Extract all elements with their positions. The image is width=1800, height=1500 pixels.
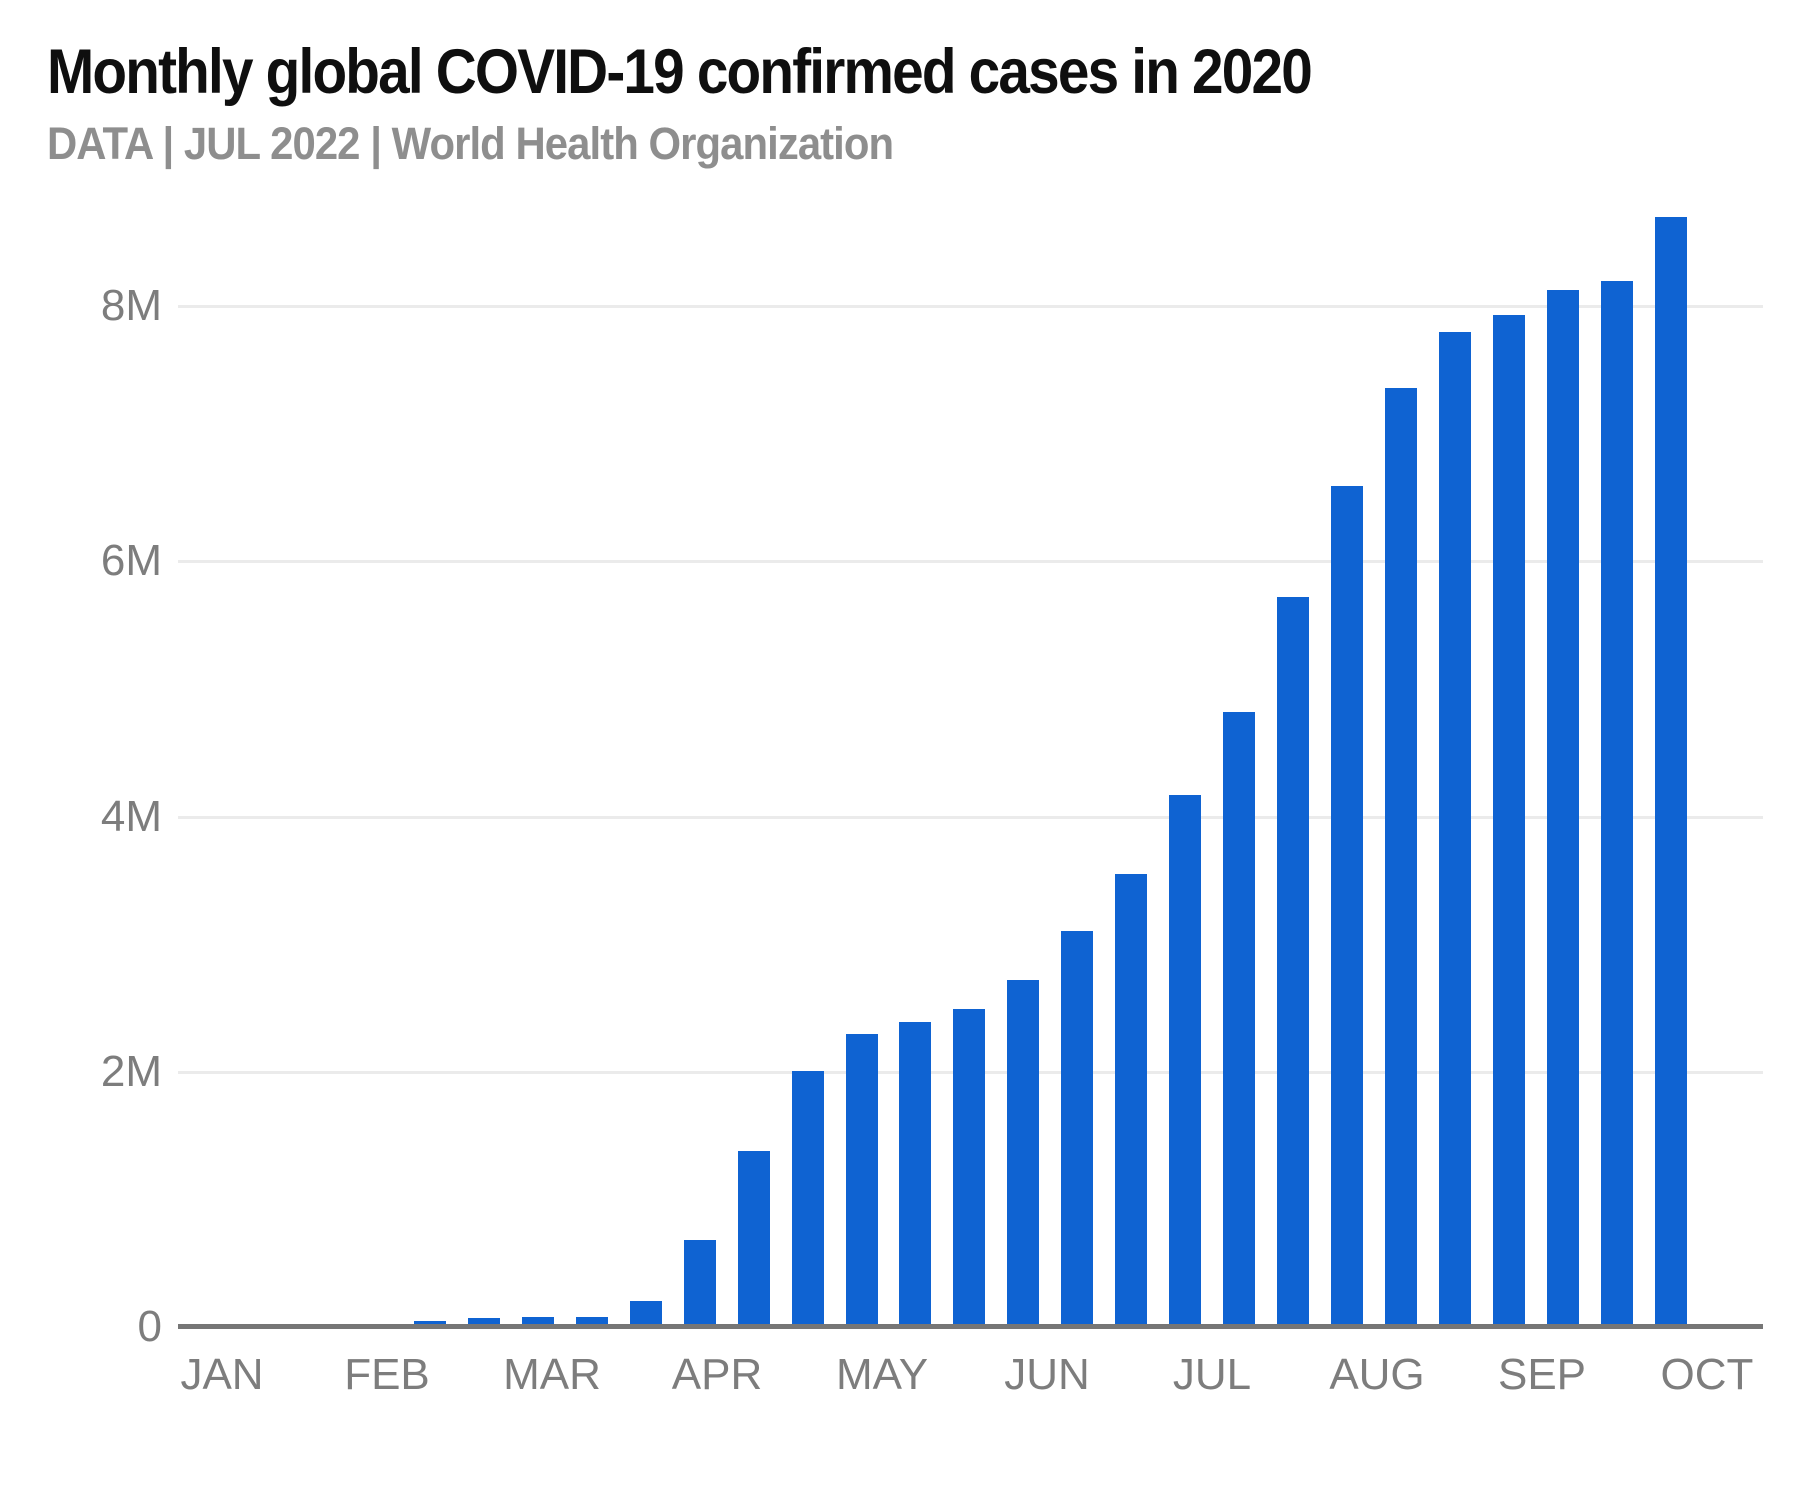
bar-21 (1493, 315, 1525, 1327)
bar-20 (1439, 332, 1471, 1327)
x-tick-label-apr: APR (671, 1350, 763, 1399)
bar-10 (899, 1022, 931, 1327)
x-tick-label-mar: MAR (503, 1350, 601, 1399)
x-tick-label-may: MAY (835, 1350, 929, 1399)
y-tick-label: 0 (137, 1302, 162, 1351)
bar-19 (1385, 388, 1417, 1327)
x-tick-label-oct: OCT (1660, 1350, 1754, 1399)
bar-5 (630, 1301, 662, 1327)
chart-subtitle: DATA | JUL 2022 | World Health Organizat… (47, 118, 894, 169)
bar-3 (522, 1317, 554, 1327)
bar-22 (1547, 290, 1579, 1327)
bar-6 (684, 1240, 716, 1327)
bar-8 (792, 1071, 824, 1327)
x-axis-baseline (178, 1324, 1763, 1329)
bar-17 (1277, 597, 1309, 1327)
bar-13 (1061, 931, 1093, 1327)
x-tick-label-sep: SEP (1497, 1350, 1587, 1399)
bar-4 (576, 1317, 608, 1327)
gridline-6m (178, 560, 1763, 564)
bar-7 (738, 1151, 770, 1327)
chart-title: Monthly global COVID-19 confirmed cases … (47, 37, 1313, 107)
y-tick-label: 6M (100, 536, 162, 586)
bar-16 (1223, 712, 1255, 1327)
bar-14 (1115, 874, 1147, 1327)
y-tick-label: 8M (100, 281, 162, 331)
bar-24 (1655, 217, 1687, 1327)
y-tick-label: 2M (100, 1046, 162, 1096)
bar-9 (846, 1034, 878, 1327)
gridline-4m (178, 815, 1763, 819)
gridline-8m (178, 305, 1763, 309)
x-tick-label-jan: JAN (180, 1350, 264, 1399)
x-tick-label-aug: AUG (1329, 1350, 1425, 1399)
bar-23 (1601, 281, 1633, 1327)
x-tick-label-feb: FEB (344, 1350, 430, 1399)
bar-12 (1007, 980, 1039, 1327)
bar-18 (1331, 486, 1363, 1327)
bar-15 (1169, 795, 1201, 1327)
bar-11 (953, 1009, 985, 1327)
bar-2 (468, 1318, 500, 1327)
x-tick-label-jun: JUN (1004, 1350, 1090, 1399)
y-tick-label: 4M (100, 791, 162, 841)
x-tick-label-jul: JUL (1172, 1350, 1252, 1399)
